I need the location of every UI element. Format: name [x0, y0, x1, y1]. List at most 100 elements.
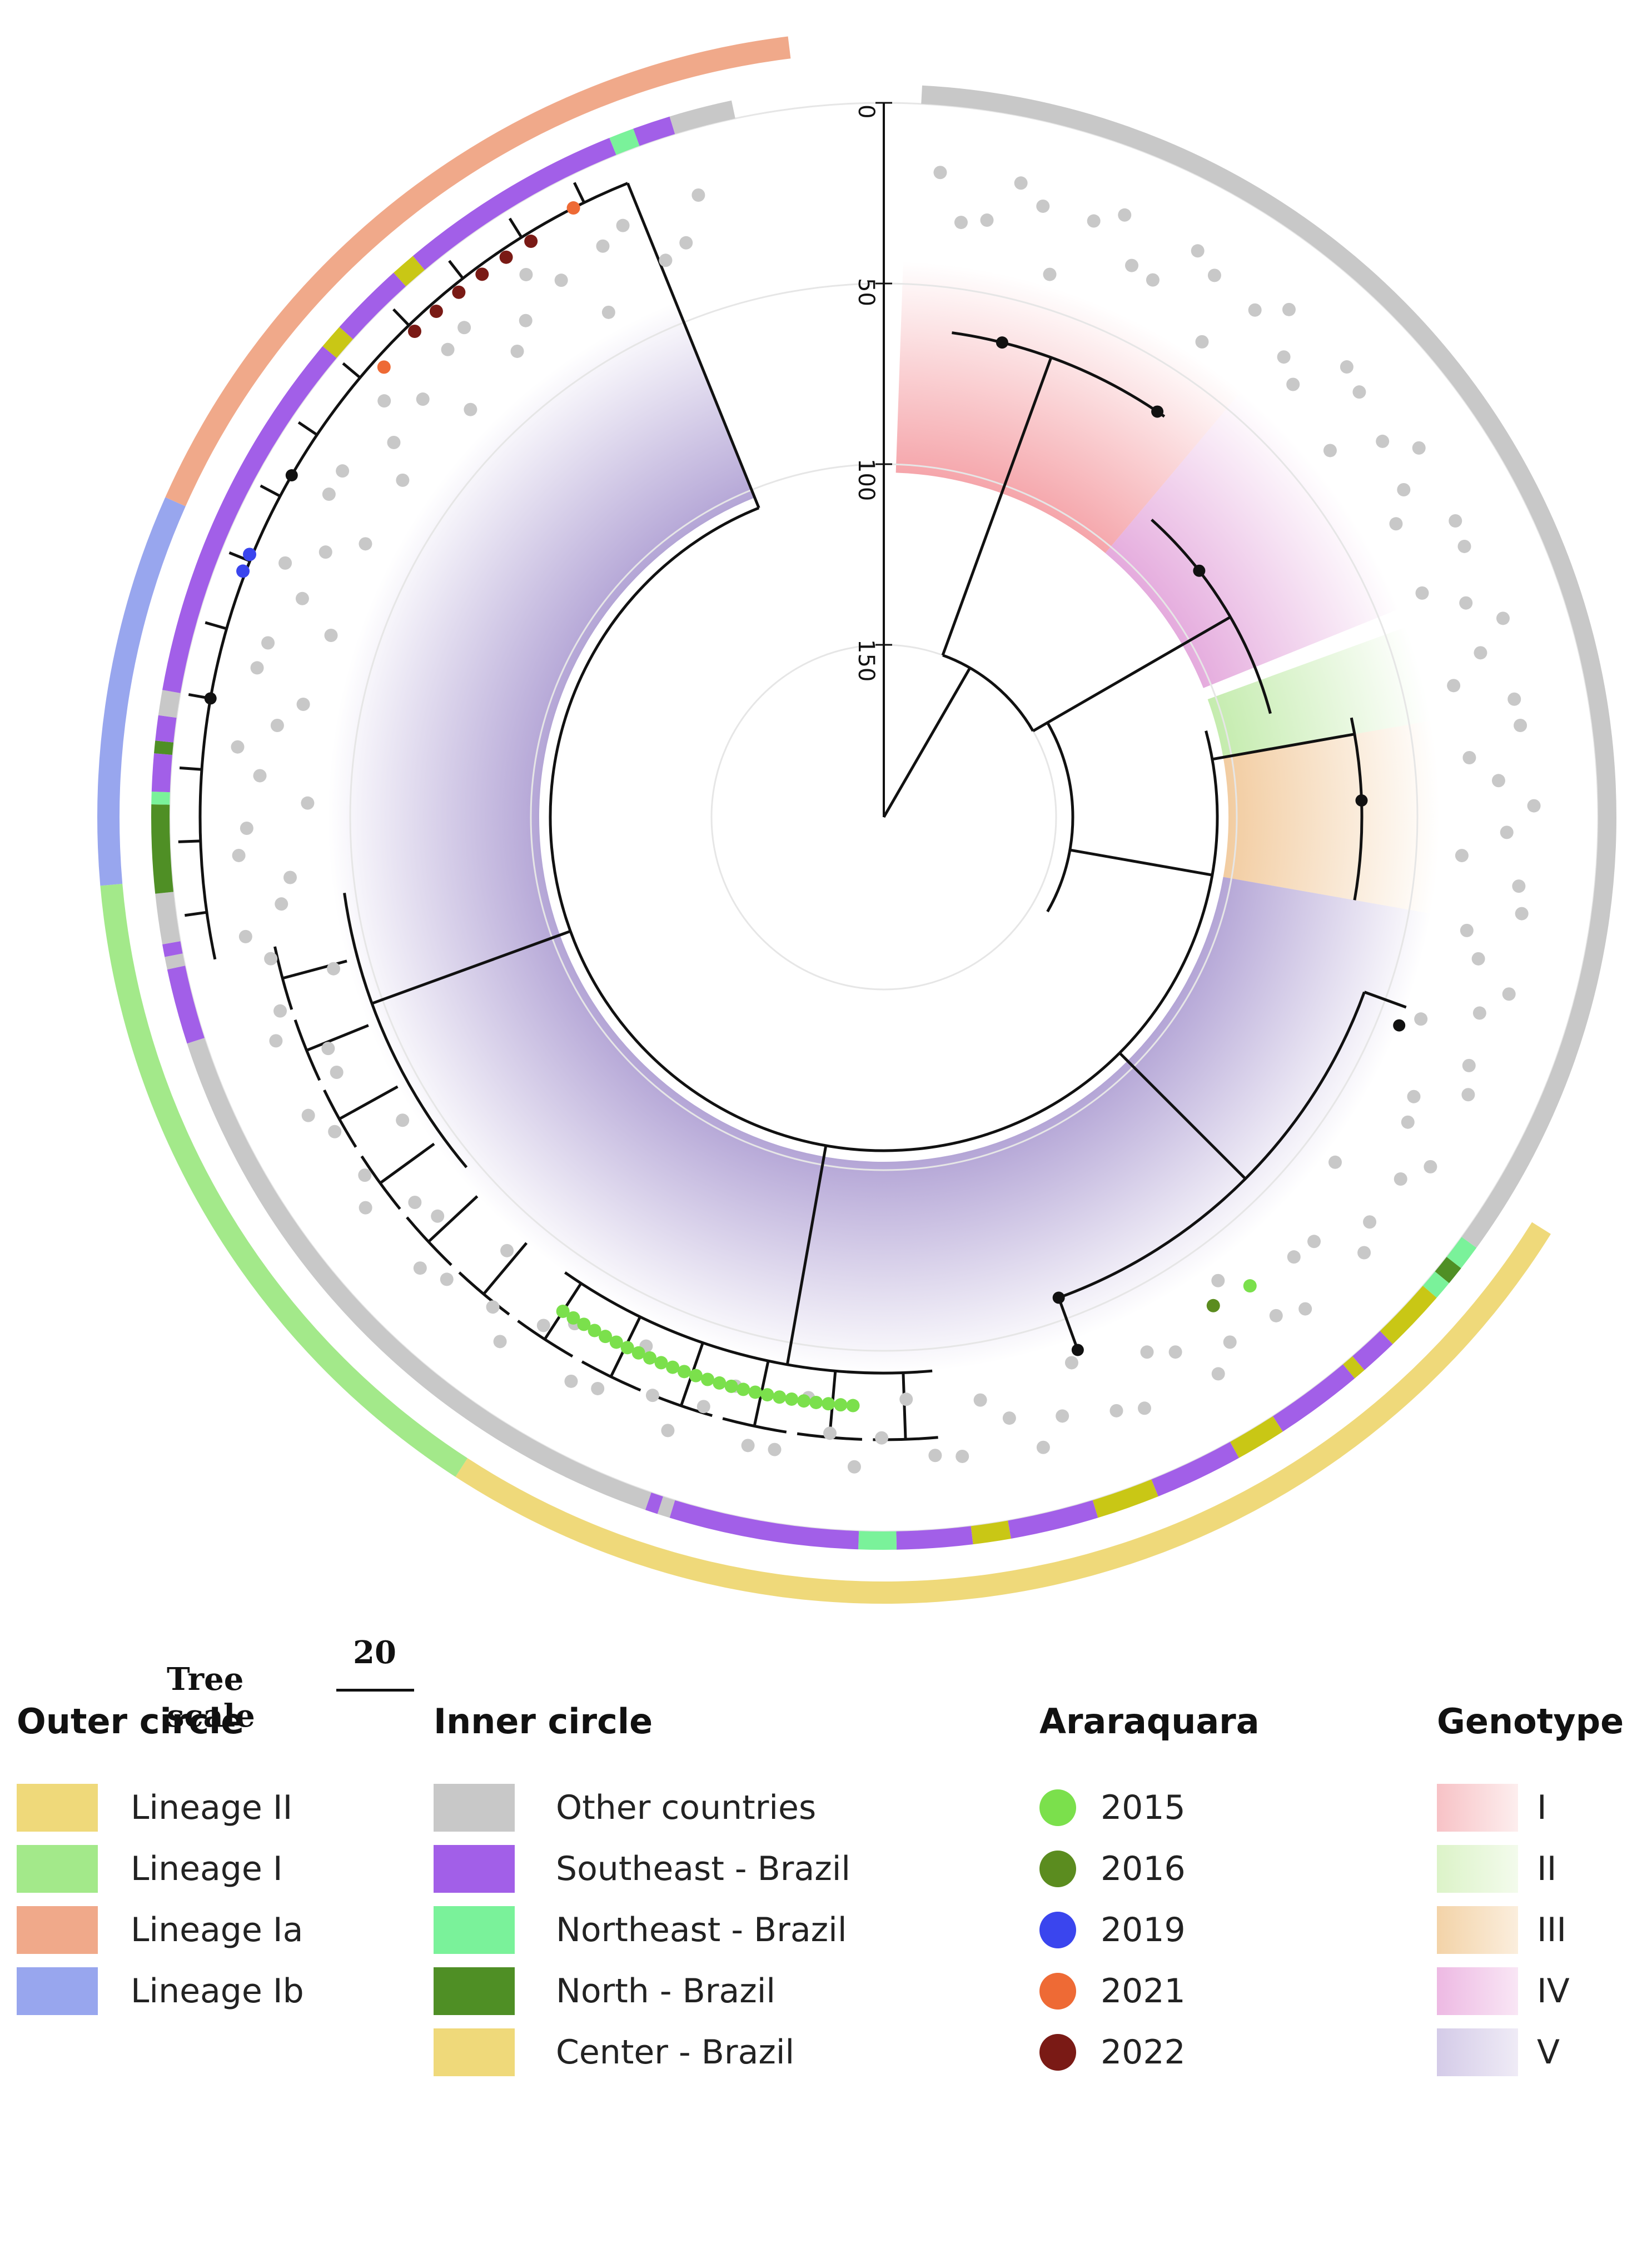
legend-swatch — [434, 1906, 515, 1954]
tip-2015 — [713, 1376, 727, 1390]
branch — [1069, 848, 1213, 877]
tip-marker — [270, 718, 284, 732]
tree-scale-bar — [336, 1689, 414, 1692]
legend-swatch — [1437, 1967, 1518, 2015]
branch — [1350, 717, 1364, 901]
genotype-band-ii — [1207, 625, 1437, 758]
tip-marker — [954, 216, 968, 230]
legend-swatch — [17, 1845, 98, 1893]
branch — [873, 1436, 938, 1441]
tip-marker — [1056, 1409, 1069, 1423]
tip-marker — [440, 1272, 454, 1286]
tree-branches — [178, 182, 1407, 1441]
tip-marker — [328, 1125, 342, 1138]
legend-swatch — [1437, 2028, 1518, 2076]
tip-marker — [240, 822, 253, 835]
tip-marker — [238, 929, 252, 943]
branch — [260, 484, 281, 498]
branch — [392, 308, 410, 326]
legend-item: III — [1437, 1899, 1624, 1961]
tip-marker — [408, 1195, 422, 1209]
tip-marker — [457, 321, 471, 335]
node-marker — [1071, 1344, 1084, 1356]
tip-2015 — [556, 1304, 570, 1318]
tip-marker — [1286, 377, 1300, 391]
legend-label: 2022 — [1101, 2033, 1186, 2072]
branch — [178, 839, 201, 843]
tip-2021 — [377, 360, 391, 374]
tip-marker — [322, 488, 336, 501]
tip-marker — [1269, 1309, 1283, 1322]
legend-title: Inner circle — [434, 1701, 653, 1742]
branch — [458, 1271, 510, 1316]
legend-label: Lineage II — [131, 1788, 293, 1827]
tip-marker — [1207, 268, 1221, 282]
tip-2021 — [566, 201, 580, 215]
tip-marker — [1376, 434, 1390, 448]
outer-circle-ring — [97, 36, 1551, 1604]
tip-marker — [1137, 1401, 1151, 1415]
tip-marker — [1328, 1155, 1342, 1169]
legend-swatch — [1437, 1784, 1518, 1832]
tip-2015 — [577, 1317, 591, 1331]
tip-marker — [1447, 679, 1461, 693]
branch — [942, 654, 1034, 732]
tip-marker — [1394, 1172, 1407, 1186]
tip-marker — [359, 1201, 372, 1215]
tip-marker — [396, 1113, 410, 1127]
node-marker — [1151, 405, 1164, 418]
branch — [1046, 722, 1074, 913]
legend-item: 2015 — [1039, 1777, 1260, 1838]
tip-marker — [1352, 385, 1366, 399]
tip-marker — [296, 697, 310, 711]
branch — [293, 1019, 321, 1081]
tip-marker — [1461, 1088, 1475, 1102]
tip-marker — [1340, 360, 1354, 374]
tip-marker — [1491, 774, 1505, 788]
branch — [1118, 730, 1219, 1055]
tip-marker — [1512, 879, 1526, 893]
inner-ring-segment — [1352, 1331, 1393, 1370]
legend-label: Lineage Ia — [131, 1911, 303, 1949]
tip-marker — [1462, 750, 1476, 764]
inner-ring-segment — [633, 116, 675, 146]
tip-2015 — [631, 1346, 645, 1360]
tip-marker — [1002, 1411, 1016, 1425]
tip-marker — [330, 1065, 344, 1079]
branch — [1057, 1297, 1079, 1351]
tip-marker — [1389, 517, 1403, 531]
inner-ring-segment — [657, 1496, 675, 1518]
axis-tick-label: 0 — [853, 105, 879, 118]
legend-swatch — [17, 1906, 98, 1954]
legend-item: I — [1437, 1777, 1624, 1838]
branch — [508, 217, 523, 238]
tip-marker — [269, 1034, 283, 1048]
node-marker — [285, 469, 298, 481]
tip-marker — [1043, 267, 1057, 281]
tip-2015 — [846, 1399, 860, 1412]
tip-2022 — [452, 285, 466, 299]
branch — [1151, 519, 1272, 714]
branch — [448, 260, 464, 280]
axis-tick-label: 150 — [853, 639, 879, 682]
tip-marker — [327, 962, 341, 976]
legend-label: Lineage Ib — [131, 1972, 304, 2011]
node-marker — [1355, 794, 1368, 807]
legend-item: II — [1437, 1838, 1624, 1899]
tip-marker — [661, 1424, 675, 1438]
tip-2022 — [429, 305, 443, 319]
branch — [722, 1417, 787, 1434]
branch — [379, 1142, 435, 1185]
legend-item: Other countries — [434, 1777, 816, 1838]
branch — [343, 893, 468, 1168]
inner-ring-segment — [151, 753, 172, 793]
axis-tick-label: 100 — [853, 459, 879, 501]
tip-marker — [1168, 1345, 1182, 1359]
tip-marker — [1527, 799, 1541, 813]
legend-label: 2019 — [1101, 1911, 1186, 1949]
tip-marker — [232, 848, 246, 862]
legend-label: IV — [1537, 1972, 1570, 2011]
node-marker — [1052, 1291, 1065, 1304]
branch — [882, 667, 972, 818]
legend-item: Lineage II — [17, 1777, 292, 1838]
